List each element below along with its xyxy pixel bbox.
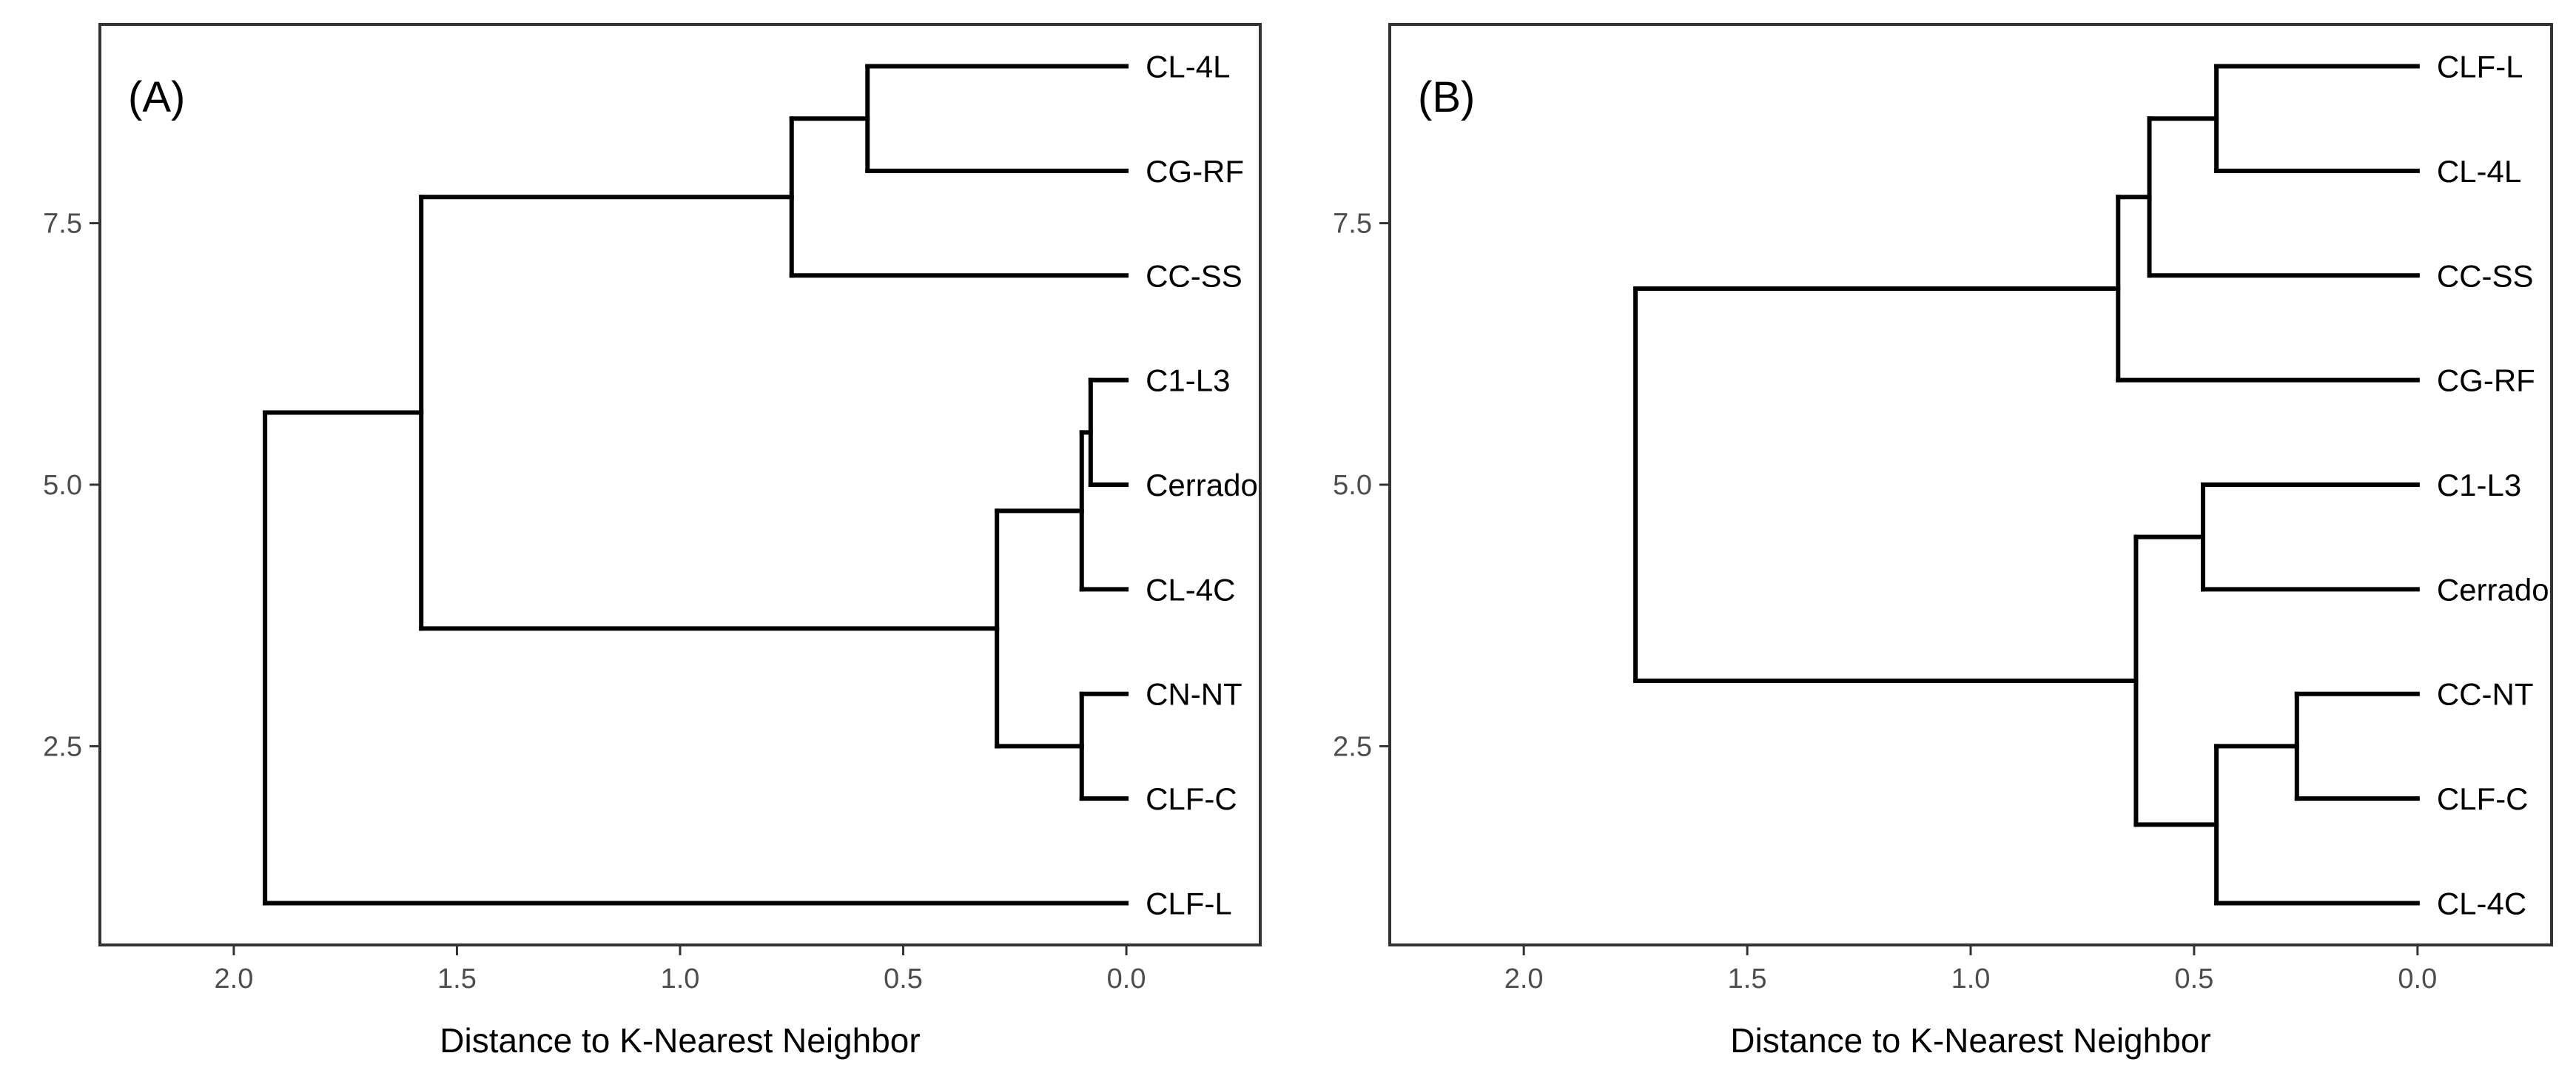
x-tick-label: 2.0: [1504, 963, 1544, 995]
y-tick-label: 7.5: [43, 209, 82, 240]
leaf-label: CLF-C: [1146, 781, 1237, 816]
leaf-label: CL-4L: [1146, 50, 1230, 84]
x-tick-label: 1.0: [661, 963, 700, 995]
leaf-label: CLF-L: [1146, 886, 1232, 921]
leaf-label: Cerrado: [2437, 572, 2549, 607]
panel-label: (A): [128, 73, 185, 121]
y-tick-label: 2.5: [43, 731, 82, 762]
x-tick-label: 1.0: [1951, 963, 1991, 995]
x-tick-label: 0.5: [884, 963, 923, 995]
leaf-label: CL-4L: [2437, 154, 2521, 189]
leaf-label: C1-L3: [2437, 468, 2521, 502]
x-tick-label: 1.5: [437, 963, 477, 995]
y-tick-label: 2.5: [1333, 731, 1372, 762]
x-tick-label: 0.5: [2175, 963, 2214, 995]
leaf-label: CC-SS: [2437, 258, 2534, 293]
leaf-label: CN-NT: [1146, 677, 1242, 712]
x-tick-label: 0.0: [1107, 963, 1146, 995]
leaf-label: Cerrado: [1146, 468, 1258, 502]
y-tick-label: 7.5: [1333, 209, 1372, 240]
y-tick-label: 5.0: [43, 470, 82, 501]
plot-frame: [98, 23, 1262, 946]
x-tick-label: 1.5: [1728, 963, 1767, 995]
panel-a: 2.5 5.0 7.5 2.0 1.5 1.0 0.5 0.0 Distance to K-Ne…: [43, 23, 1262, 1060]
leaf-label: CLF-L: [2437, 50, 2523, 84]
x-tick-label: 2.0: [215, 963, 254, 995]
y-tick-label: 5.0: [1333, 470, 1372, 501]
leaf-label: CC-SS: [1146, 258, 1242, 293]
x-tick-label: 0.0: [2398, 963, 2437, 995]
leaf-label: CC-NT: [2437, 677, 2534, 712]
leaf-label: CLF-C: [2437, 781, 2529, 816]
x-axis-title: Distance to K-Nearest Neighbor: [1730, 1021, 2210, 1060]
x-axis-title: Distance to K-Nearest Neighbor: [440, 1021, 920, 1060]
leaf-label: CG-RF: [2437, 363, 2535, 398]
leaf-label: CL-4C: [1146, 572, 1235, 607]
leaf-label: C1-L3: [1146, 363, 1230, 398]
panel-b: 2.5 5.0 7.5 2.0 1.5 1.0 0.5 0.0 Distance to K-Ne…: [1333, 23, 2553, 1060]
panel-label: (B): [1418, 73, 1475, 121]
leaf-label: CG-RF: [1146, 154, 1244, 189]
leaf-label: CL-4C: [2437, 886, 2526, 921]
